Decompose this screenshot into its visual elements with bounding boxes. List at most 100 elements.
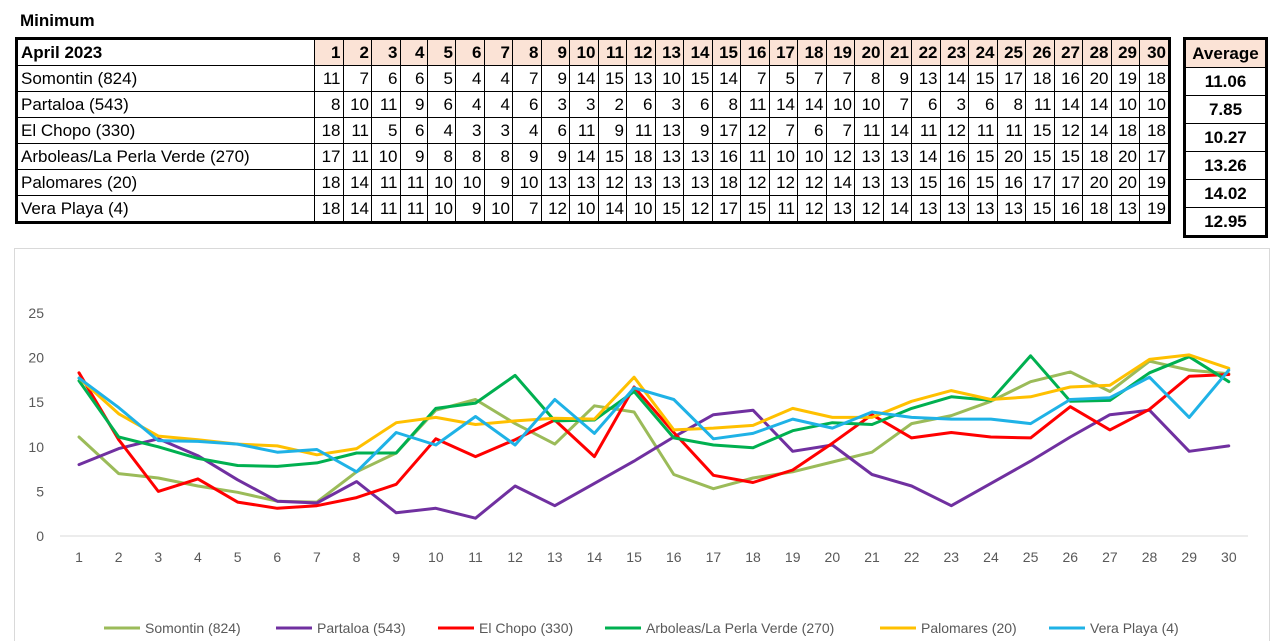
value-cell: 3 [540,91,570,118]
value-cell: 14 [569,143,599,170]
station-name: Vera Playa (4) [16,195,315,223]
x-tick-label: 14 [587,549,603,565]
value-cell: 11 [768,195,798,223]
day-header: 8 [512,38,542,66]
period-label: April 2023 [16,38,315,66]
x-tick-label: 22 [904,549,920,565]
value-cell: 19 [1139,169,1170,196]
value-cell: 3 [455,117,485,144]
value-cell: 18 [711,169,741,196]
value-cell: 15 [654,195,684,223]
value-cell: 16 [711,143,741,170]
value-cell: 8 [426,143,456,170]
x-tick-label: 19 [785,549,801,565]
value-cell: 17 [1053,169,1083,196]
day-header: 6 [455,38,485,66]
value-cell: 3 [939,91,969,118]
x-tick-label: 2 [115,549,123,565]
value-cell: 15 [597,65,627,92]
value-cell: 12 [740,169,770,196]
value-cell: 15 [968,169,998,196]
station-name: Partaloa (543) [16,91,315,118]
x-tick-label: 27 [1102,549,1118,565]
series-line-0 [77,359,1231,504]
value-cell: 18 [1082,195,1112,223]
value-cell: 13 [683,143,713,170]
value-cell: 3 [483,117,513,144]
average-cell: 14.02 [1184,179,1267,208]
table-row: El Chopo (330) 18 11 5 6 4 3 3 4 6 11 9 11 13 9 17 12 7 6 7… [16,117,1170,144]
legend-label: El Chopo (330) [479,620,573,636]
legend-item: El Chopo (330) [438,620,573,636]
day-header: 1 [314,38,344,66]
x-tick-label: 23 [944,549,960,565]
value-cell: 12 [597,169,627,196]
value-cell: 13 [911,195,941,223]
legend-item: Somontin (824) [104,620,241,636]
y-tick-label: 20 [28,350,44,366]
value-cell: 6 [426,91,456,118]
x-tick-label: 12 [507,549,523,565]
series-line-5 [77,368,1231,474]
value-cell: 10 [342,91,372,118]
station-name: Palomares (20) [16,169,315,196]
value-cell: 14 [882,195,912,223]
value-cell: 11 [569,117,599,144]
day-header: 13 [654,38,684,66]
average-cell: 12.95 [1184,207,1267,237]
value-cell: 6 [968,91,998,118]
value-cell: 14 [797,91,827,118]
value-cell: 11 [968,117,998,144]
x-tick-label: 30 [1221,549,1237,565]
value-cell: 10 [654,65,684,92]
day-header: 7 [483,38,513,66]
day-header: 11 [597,38,627,66]
value-cell: 19 [1139,195,1170,223]
series-line-3 [77,354,1231,468]
value-cell: 13 [1110,195,1140,223]
value-cell: 18 [1110,117,1140,144]
average-cell: 13.26 [1184,151,1267,180]
value-cell: 18 [1025,65,1055,92]
day-header: 29 [1110,38,1140,66]
value-cell: 17 [1139,143,1170,170]
value-cell: 10 [626,195,656,223]
average-header: Average [1184,38,1267,68]
legend-label: Vera Playa (4) [1090,620,1179,636]
day-header: 3 [371,38,401,66]
legend-item: Vera Playa (4) [1049,620,1179,636]
value-cell: 7 [825,117,855,144]
x-tick-label: 26 [1062,549,1078,565]
value-cell: 14 [1053,91,1083,118]
value-cell: 12 [797,169,827,196]
value-cell: 17 [996,65,1026,92]
x-tick-label: 5 [234,549,242,565]
value-cell: 14 [1082,91,1112,118]
table-row: Somontin (824) 11 7 6 6 5 4 4 7 9 14 15 13 10 15 14 7 5 7 7… [16,65,1170,92]
value-cell: 15 [968,143,998,170]
temperature-table: April 2023 1 2 3 4 5 6 7 8 9 10 11 12 13 14 15 16 17 18 19 2… [15,37,1171,224]
legend-label: Arboleas/La Perla Verde (270) [646,620,834,636]
value-cell: 7 [882,91,912,118]
x-tick-label: 10 [428,549,444,565]
station-name: Arboleas/La Perla Verde (270) [16,143,315,170]
y-tick-label: 15 [28,394,44,410]
legend-label: Palomares (20) [921,620,1017,636]
value-cell: 10 [512,169,542,196]
day-header: 30 [1139,38,1170,66]
day-header: 14 [683,38,713,66]
x-tick-label: 11 [468,549,483,565]
value-cell: 20 [1110,169,1140,196]
value-cell: 13 [825,195,855,223]
value-cell: 20 [1110,143,1140,170]
day-header: 19 [825,38,855,66]
value-cell: 13 [882,169,912,196]
series-line-2 [77,371,1231,510]
day-header: 22 [911,38,941,66]
value-cell: 20 [1082,65,1112,92]
value-cell: 9 [540,65,570,92]
value-cell: 9 [540,143,570,170]
value-cell: 14 [342,195,372,223]
day-header: 20 [854,38,884,66]
x-tick-label: 7 [313,549,321,565]
